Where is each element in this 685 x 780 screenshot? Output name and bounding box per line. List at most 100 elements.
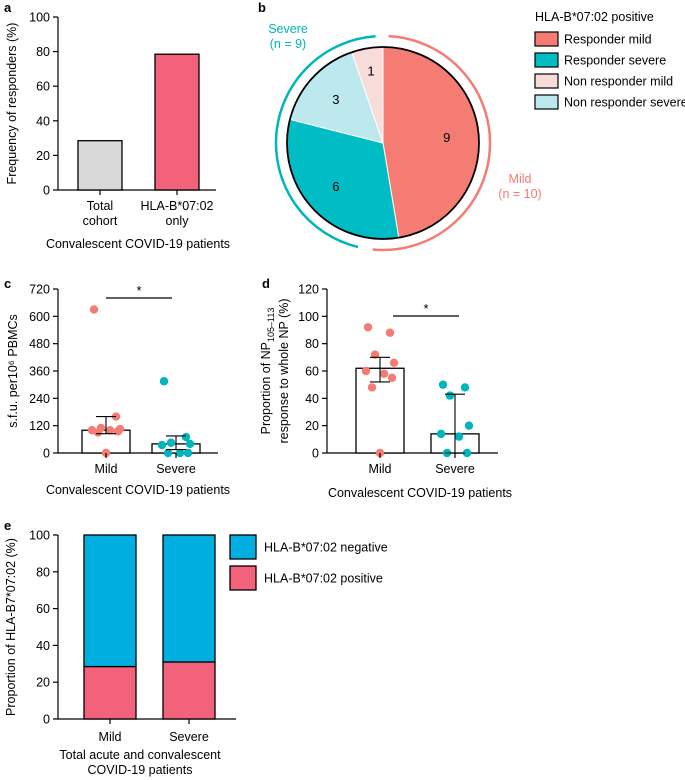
d-significance-star: * xyxy=(423,301,428,316)
d-point xyxy=(387,373,397,383)
d-point xyxy=(363,323,373,332)
b-severe-arc xyxy=(274,35,376,249)
c-x-tick-label: Severe xyxy=(156,462,196,476)
a-y-tick-label: 80 xyxy=(36,45,50,59)
d-x-tick-label: Mild xyxy=(369,462,392,476)
b-slice-value: 3 xyxy=(332,92,339,107)
c-point xyxy=(163,448,173,458)
d-point xyxy=(464,421,474,430)
d-point xyxy=(379,369,389,378)
panel-label-e: e xyxy=(4,518,11,533)
d-point xyxy=(454,432,464,441)
d-x-axis-title: Convalescent COVID-19 patients xyxy=(328,486,512,500)
e-y-tick-label: 80 xyxy=(36,565,50,579)
a-y-tick-label: 60 xyxy=(36,80,50,94)
d-point xyxy=(389,358,399,367)
c-y-tick-label: 720 xyxy=(29,283,50,297)
b-pie-outline xyxy=(286,46,480,240)
c-point xyxy=(93,428,103,437)
c-x-tick-label: Mild xyxy=(95,462,118,476)
c-x-axis-title: Convalescent COVID-19 patients xyxy=(46,483,230,497)
a-x-axis-title: Convalescent COVID-19 patients xyxy=(46,237,230,251)
d-y-tick-label: 100 xyxy=(298,310,319,324)
c-point xyxy=(105,426,115,435)
d-y-axis-title-sub: 105–113 xyxy=(266,308,276,342)
d-y-axis-title-main: Proportion of NP xyxy=(259,342,273,434)
c-y-tick-label: 240 xyxy=(29,392,50,406)
a-x-tick-label: HLA-B*07:02 xyxy=(141,199,214,213)
b-severe-n: (n = 9) xyxy=(270,37,306,51)
c-point xyxy=(157,440,167,450)
b-mild-label: Mild xyxy=(509,172,532,186)
d-point xyxy=(438,380,448,389)
e-x-tick-label: Mild xyxy=(99,730,122,744)
a-y-tick-label: 0 xyxy=(43,184,50,198)
d-y-tick-label: 40 xyxy=(305,392,319,406)
d-point xyxy=(361,366,371,376)
c-point xyxy=(185,439,195,449)
b-severe-label: Severe xyxy=(268,22,308,36)
d-y-axis-title-line2: response to whole NP (%) xyxy=(277,299,291,444)
e-y-tick-label: 0 xyxy=(43,713,50,727)
e-legend-swatch xyxy=(229,534,257,560)
b-legend-swatch xyxy=(534,73,559,89)
b-slice-value: 9 xyxy=(443,130,450,145)
c-point xyxy=(181,432,191,442)
b-legend-label: Non responder mild xyxy=(564,75,673,89)
d-point xyxy=(436,429,446,439)
e-legend-swatch xyxy=(229,565,257,591)
d-point xyxy=(385,328,395,337)
e-bar-segment xyxy=(162,661,216,720)
a-y-axis-title: Frequency of responders (%) xyxy=(5,23,19,185)
d-y-tick-label: 0 xyxy=(312,447,319,461)
b-legend-swatch xyxy=(534,94,559,110)
b-mild-arc xyxy=(372,34,492,252)
d-point xyxy=(367,383,377,392)
e-y-tick-label: 20 xyxy=(36,676,50,690)
e-x-axis-title: Total acute and convalescent xyxy=(59,748,221,762)
b-legend-title: HLA-B*07:02 positive xyxy=(535,10,654,24)
c-point xyxy=(183,448,193,458)
panel-label-b: b xyxy=(258,0,266,15)
a-x-tick-label: only xyxy=(166,214,190,228)
c-point xyxy=(113,427,123,436)
b-legend-label: Non responder severe xyxy=(564,96,685,110)
d-y-tick-label: 80 xyxy=(305,337,319,351)
e-y-tick-label: 60 xyxy=(36,602,50,616)
a-bar-0 xyxy=(77,140,123,191)
c-y-tick-label: 0 xyxy=(43,447,50,461)
d-point xyxy=(370,350,380,359)
d-y-tick-label: 60 xyxy=(305,365,319,379)
panel-label-a: a xyxy=(4,0,12,15)
c-y-tick-label: 480 xyxy=(29,337,50,351)
d-point xyxy=(462,448,472,458)
c-significance-star: * xyxy=(136,283,141,298)
d-x-tick-label: Severe xyxy=(435,462,475,476)
e-bar-segment xyxy=(83,534,137,668)
a-y-tick-label: 100 xyxy=(29,11,50,25)
c-y-axis-title: s.f.u. per10⁶ PBMCs xyxy=(6,314,20,428)
e-y-tick-label: 40 xyxy=(36,639,50,653)
e-x-axis-title: COVID-19 patients xyxy=(88,763,193,777)
e-legend-label: HLA-B*07:02 positive xyxy=(264,572,383,586)
e-bar-segment xyxy=(162,534,216,663)
panel-label-d: d xyxy=(262,276,270,291)
a-bar-1 xyxy=(154,53,200,191)
c-point xyxy=(175,448,185,458)
e-y-tick-label: 100 xyxy=(29,529,50,543)
c-point xyxy=(89,305,99,314)
b-legend-label: Responder mild xyxy=(564,33,652,47)
e-x-tick-label: Severe xyxy=(169,730,209,744)
d-point xyxy=(460,383,470,392)
c-point xyxy=(166,438,176,447)
a-x-tick-label: Total xyxy=(87,199,113,213)
d-y-tick-label: 20 xyxy=(305,419,319,433)
c-y-tick-label: 360 xyxy=(29,365,50,379)
panel-label-c: c xyxy=(4,276,11,291)
b-slice-value: 6 xyxy=(332,179,339,194)
e-legend-label: HLA-B*07:02 negative xyxy=(264,541,388,555)
b-legend-label: Responder severe xyxy=(564,54,666,68)
b-legend-swatch xyxy=(534,31,559,47)
a-y-tick-label: 40 xyxy=(36,114,50,128)
